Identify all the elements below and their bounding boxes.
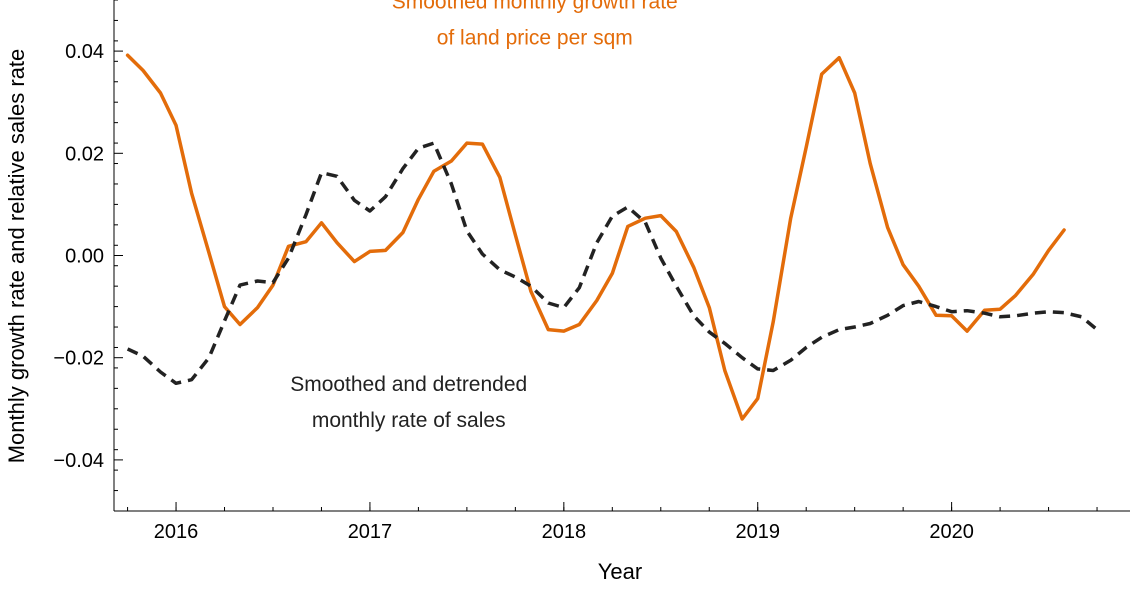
x-tick-label: 2018 [542,521,587,543]
annotation-sales-line: monthly rate of sales [312,409,506,432]
x-tick-label: 2017 [348,521,393,543]
x-tick-label: 2019 [735,521,780,543]
y-tick-label: −0.02 [53,348,104,370]
x-tick-label: 2020 [929,521,974,543]
annotation-sales-line: Smoothed and detrended [290,373,527,396]
series-layer [125,53,1099,421]
annotation-land-price-line: Smoothed monthly growth rate [392,0,678,14]
annotation-layer: Smoothed monthly growth rate of land pric… [290,0,678,432]
x-tick-label: 2016 [154,521,199,543]
x-axis-title: Year [598,559,642,584]
y-tick-label: 0.00 [65,246,104,268]
series-line-sales-rate [126,141,1099,386]
y-tick-label: 0.02 [65,143,104,165]
annotation-land-price-line: of land price per sqm [437,27,633,50]
y-tick-label: 0.04 [65,41,104,63]
series-line-land-price-growth [125,53,1066,421]
y-axis-title: Monthly growth rate and relative sales r… [4,49,29,464]
y-tick-label: −0.04 [53,450,104,472]
axes: 0.04 0.02 0.00 −0.02 −0.04 2016 2017 2018 2019 20… [53,0,1130,543]
